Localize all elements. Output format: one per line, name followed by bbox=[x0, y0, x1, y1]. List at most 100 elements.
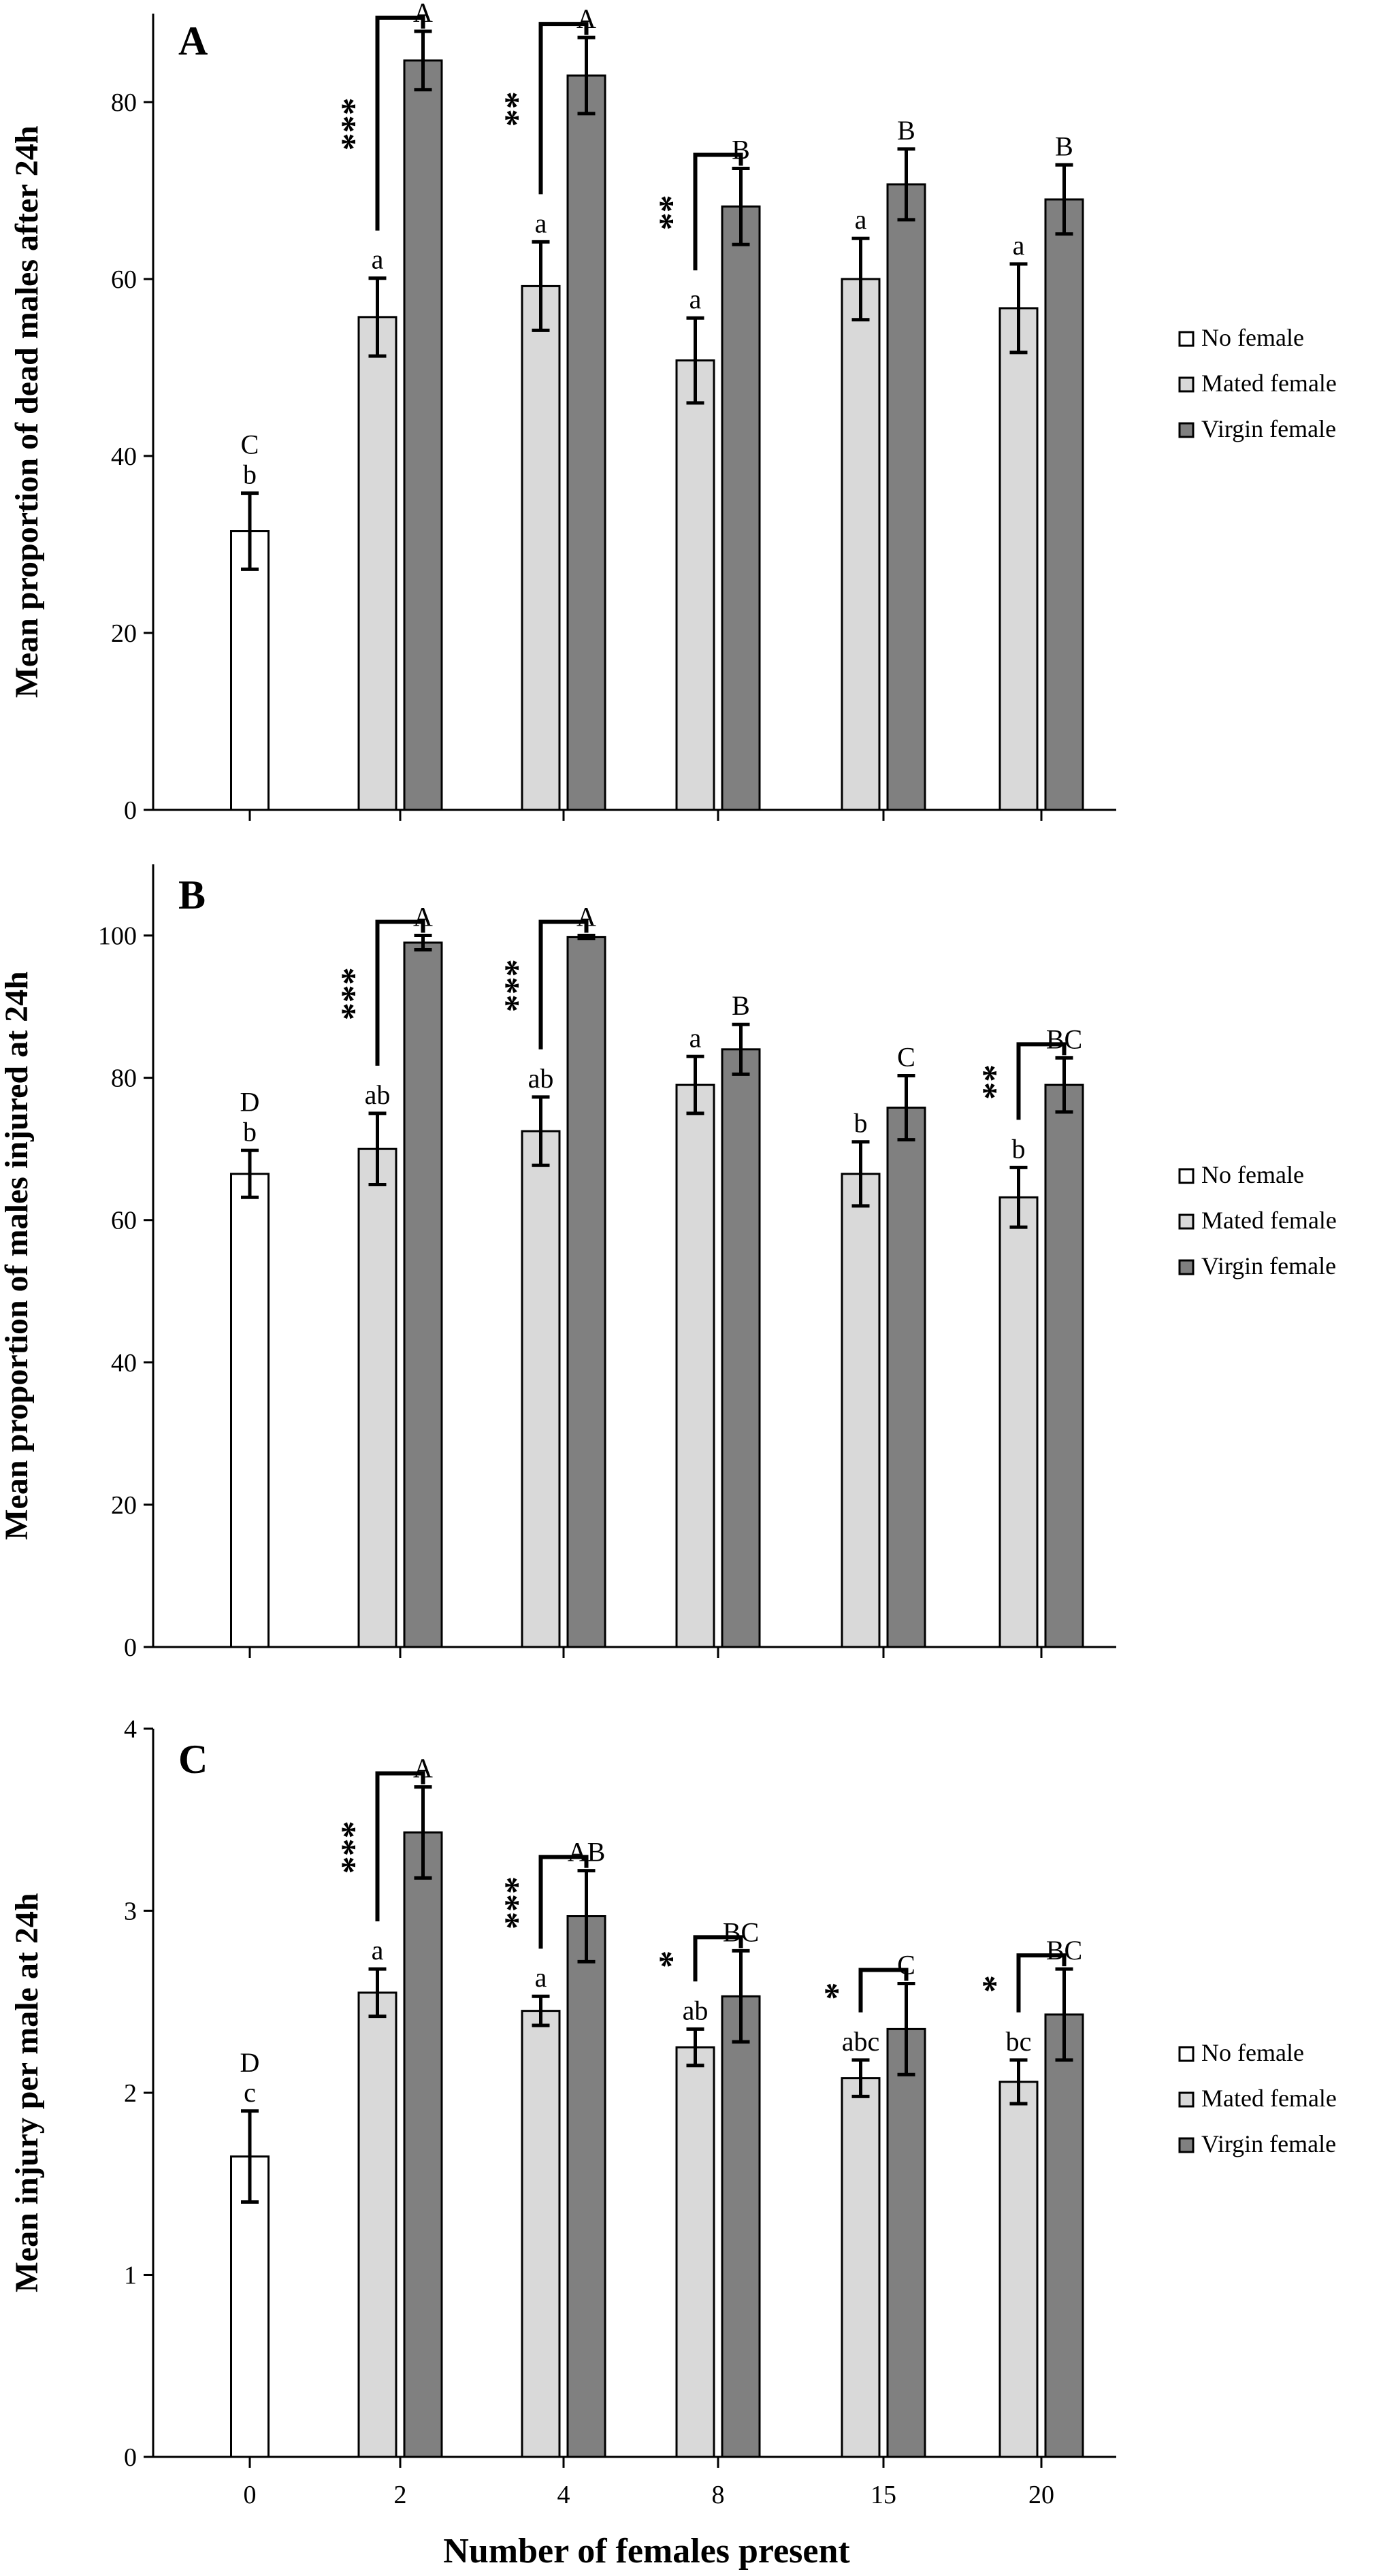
significance-stars: ** bbox=[652, 195, 691, 230]
bracket-line bbox=[1016, 1042, 1067, 1120]
bracket-line bbox=[375, 16, 425, 231]
legend-swatch bbox=[1178, 1168, 1195, 1184]
bar bbox=[230, 2155, 270, 2458]
significance-bracket: *** bbox=[334, 1771, 425, 1922]
significance-bracket: * bbox=[975, 1953, 1067, 2012]
bracket-line bbox=[1016, 1953, 1067, 2012]
bar bbox=[357, 316, 397, 811]
legend-label: No female bbox=[1201, 2039, 1304, 2066]
significance-letter: C bbox=[897, 1042, 915, 1073]
group-letter: C bbox=[241, 429, 259, 460]
bar bbox=[403, 59, 443, 811]
x-tick-label: 2 bbox=[394, 2481, 407, 2509]
bar bbox=[886, 183, 926, 811]
significance-letter: a bbox=[535, 1962, 547, 1993]
significance-letter: bc bbox=[1006, 2026, 1032, 2057]
significance-letter: ab bbox=[365, 1079, 391, 1110]
legend-label: Mated female bbox=[1201, 370, 1337, 397]
bar bbox=[403, 941, 443, 1648]
bar bbox=[886, 1107, 926, 1648]
y-axis-title: Mean proportion of males injured at 24h bbox=[0, 971, 35, 1540]
bar bbox=[721, 205, 761, 811]
significance-letter: a bbox=[372, 244, 384, 275]
significance-stars: * bbox=[652, 1951, 691, 1968]
y-tick-label: 1 bbox=[124, 2262, 137, 2290]
significance-stars: ** bbox=[498, 91, 536, 127]
y-tick-label: 20 bbox=[111, 1491, 137, 1520]
legend-swatch bbox=[1178, 1213, 1195, 1230]
significance-stars: *** bbox=[498, 959, 536, 1012]
legend-swatch bbox=[1178, 2091, 1195, 2108]
x-tick-label: 15 bbox=[871, 2481, 896, 2509]
significance-letter: a bbox=[855, 204, 867, 235]
significance-bracket: ** bbox=[498, 22, 589, 195]
legend-label: Mated female bbox=[1201, 1207, 1337, 1234]
bar bbox=[566, 936, 606, 1648]
significance-bracket: *** bbox=[334, 16, 425, 231]
bar bbox=[675, 359, 715, 811]
bracket-line bbox=[375, 919, 425, 1066]
significance-bracket: ** bbox=[652, 152, 743, 271]
legend-label: Mated female bbox=[1201, 2085, 1337, 2112]
bar bbox=[721, 1995, 761, 2458]
legend-swatch bbox=[1178, 2046, 1195, 2062]
bar bbox=[403, 1831, 443, 2458]
legend-label: No female bbox=[1201, 1161, 1304, 1188]
legend-swatch bbox=[1178, 2137, 1195, 2153]
bar bbox=[721, 1048, 761, 1648]
bar bbox=[521, 284, 561, 811]
significance-letter: a bbox=[689, 1022, 702, 1053]
bracket-line bbox=[538, 919, 589, 1049]
significance-letter: ab bbox=[683, 1995, 709, 2025]
y-tick-label: 2 bbox=[124, 2079, 137, 2108]
significance-letter: B bbox=[732, 990, 750, 1021]
y-tick-label: 0 bbox=[124, 2443, 137, 2472]
significance-letter: c bbox=[244, 2077, 256, 2108]
y-tick-label: 3 bbox=[124, 1897, 137, 1926]
legend-panel-c: No female Mated female Virgin female bbox=[1178, 2039, 1337, 2157]
panel-letter: C bbox=[178, 1737, 208, 1782]
significance-stars: * bbox=[817, 1983, 856, 2000]
y-tick-label: 40 bbox=[111, 442, 137, 471]
legend-swatch bbox=[1178, 422, 1195, 438]
panel-b: 0 20 40 60 80 100 B Mean proportion of males in… bbox=[0, 864, 1116, 1662]
y-tick-label: 0 bbox=[124, 796, 137, 825]
bar bbox=[357, 1991, 397, 2458]
significance-bracket: ** bbox=[975, 1042, 1067, 1120]
bar bbox=[675, 2046, 715, 2458]
x-tick-label: 0 bbox=[244, 2481, 257, 2509]
x-tick-label: 8 bbox=[712, 2481, 725, 2509]
significance-letter: a bbox=[535, 208, 547, 238]
legend-panel-b: No female Mated female Virgin female bbox=[1178, 1161, 1337, 1279]
bar bbox=[521, 2010, 561, 2458]
significance-letter: b bbox=[1012, 1133, 1026, 1164]
significance-stars: *** bbox=[334, 97, 373, 150]
legend-swatch bbox=[1178, 1259, 1195, 1275]
bar bbox=[998, 307, 1039, 811]
y-tick-label: 60 bbox=[111, 265, 137, 294]
panel-a: 0 20 40 60 80 A Mean proportion of dead males … bbox=[9, 0, 1116, 825]
significance-stars: *** bbox=[334, 967, 373, 1020]
significance-stars: *** bbox=[498, 1876, 536, 1929]
y-axis-title: Mean proportion of dead males after 24h bbox=[9, 126, 45, 698]
significance-bracket: *** bbox=[334, 919, 425, 1066]
y-tick-label: 100 bbox=[98, 922, 137, 951]
bar bbox=[566, 74, 606, 811]
significance-letter: b bbox=[243, 459, 257, 490]
significance-bracket: * bbox=[817, 1968, 909, 2012]
bar bbox=[841, 2077, 881, 2458]
bar bbox=[1044, 198, 1084, 811]
bar bbox=[357, 1147, 397, 1648]
y-tick-label: 40 bbox=[111, 1349, 137, 1377]
bar bbox=[521, 1130, 561, 1648]
group-letter: D bbox=[240, 1086, 260, 1117]
bar bbox=[998, 1196, 1039, 1648]
bar bbox=[1044, 1083, 1084, 1648]
y-tick-label: 80 bbox=[111, 1064, 137, 1093]
bracket-line bbox=[538, 22, 589, 195]
significance-bracket: *** bbox=[498, 1855, 589, 1949]
y-axis-title: Mean injury per male at 24h bbox=[9, 1893, 45, 2292]
